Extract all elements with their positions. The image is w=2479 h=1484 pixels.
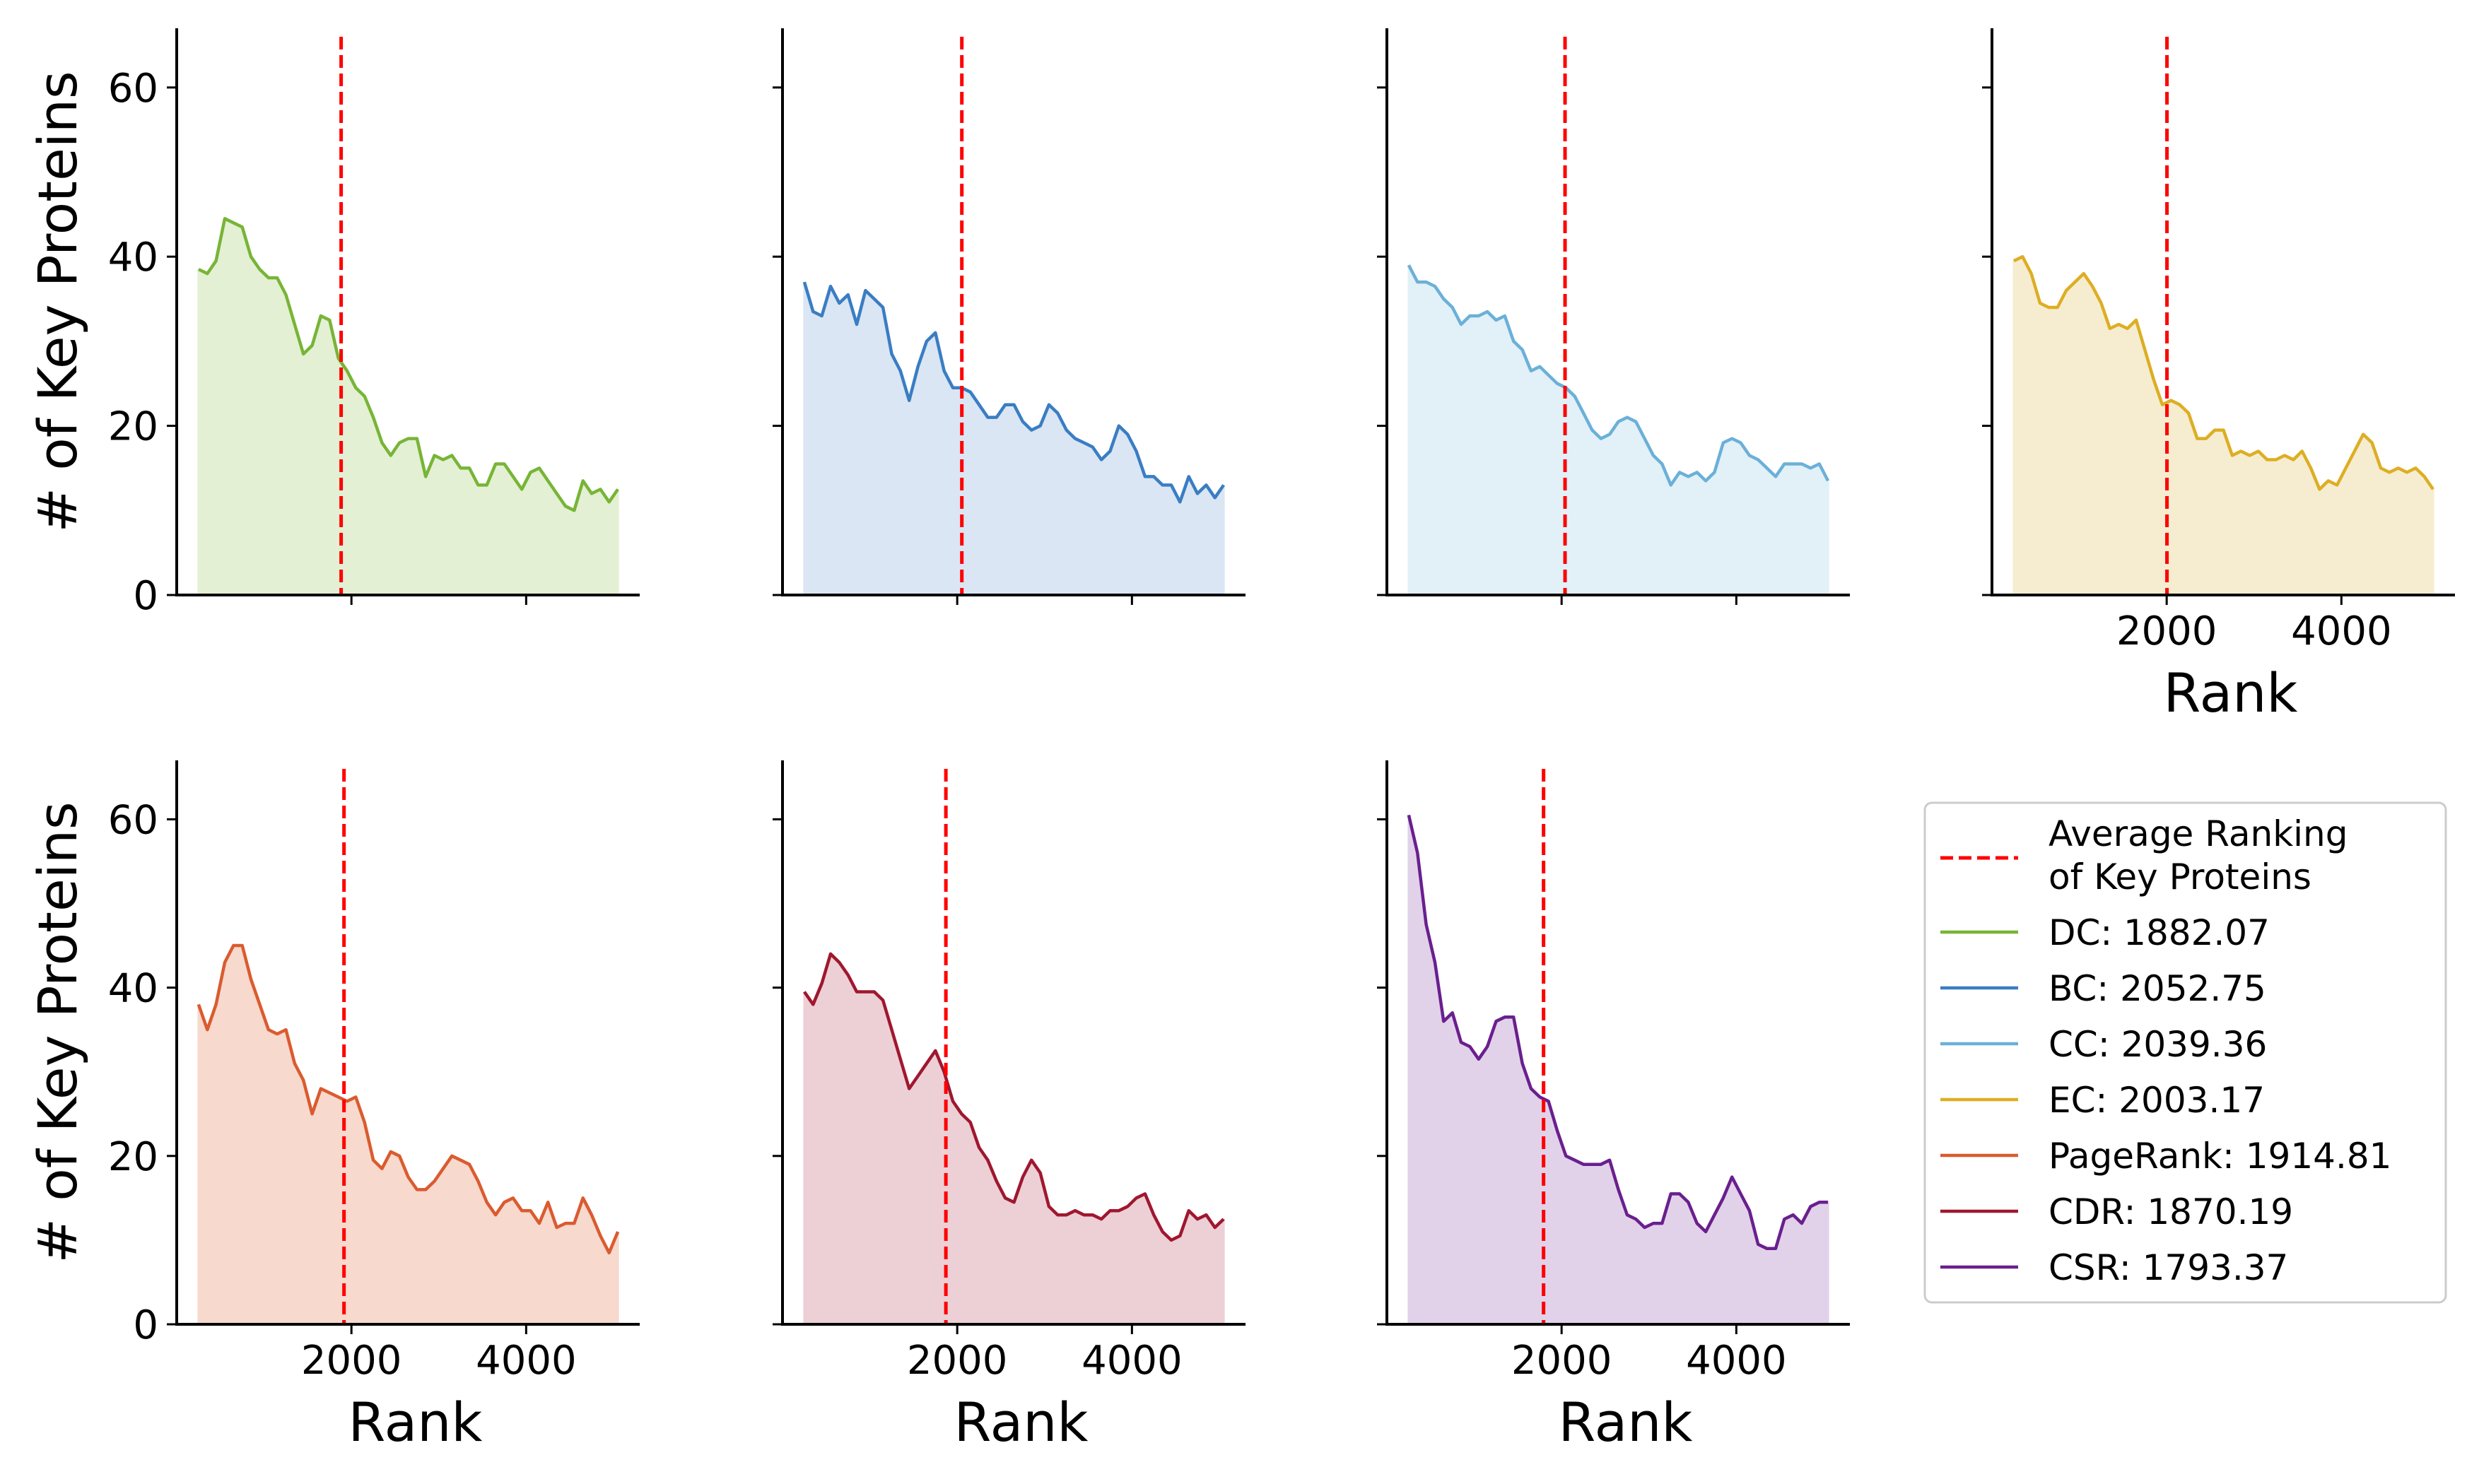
series-line-ec	[2012, 254, 2434, 491]
legend-label-cdr: CDR: 1870.19	[2049, 1191, 2293, 1232]
y-tick-label: 40	[108, 966, 158, 1012]
legend-label-average: Average Ranking of Key Proteins	[2049, 813, 2348, 897]
series-line-pagerank	[197, 943, 620, 1255]
series-line-cdr	[803, 952, 1225, 1242]
area-fill-cc	[1408, 265, 1829, 595]
x-axis-label: Rank	[348, 1391, 483, 1454]
panel-csr: 2000 4000 Rank	[1377, 760, 1850, 1454]
area-fill-pagerank	[198, 946, 619, 1324]
x-tick-label: 2000	[1511, 1338, 1612, 1384]
area-fill-dc	[198, 218, 619, 595]
panel-pagerank: 0 20 40 60 2000 4000 Rank # of Key Proteins	[26, 760, 640, 1454]
x-tick-label: 4000	[2291, 608, 2392, 654]
x-axis-label: Rank	[1559, 1391, 1693, 1454]
area-fill-csr	[1408, 815, 1829, 1324]
legend-label-cc: CC: 2039.36	[2049, 1024, 2267, 1065]
y-tick-label: 0	[133, 1302, 158, 1348]
x-axis-label: Rank	[2164, 661, 2298, 724]
area-fill-ec	[2013, 257, 2434, 595]
series-line-dc	[197, 217, 619, 512]
panel-ec: 2000 4000 Rank	[1982, 28, 2455, 724]
y-tick-label: 40	[108, 235, 158, 281]
panel-cdr: 2000 4000 Rank	[773, 760, 1246, 1454]
area-fill-cdr	[804, 953, 1224, 1324]
x-tick-label: 2000	[2116, 608, 2217, 654]
x-tick-label: 4000	[1686, 1338, 1787, 1384]
x-tick-label: 2000	[301, 1338, 402, 1384]
legend-label-bc: BC: 2052.75	[2049, 968, 2266, 1009]
y-axis-label: # of Key Proteins	[26, 71, 89, 532]
panel-dc: 0 20 40 60 # of Key Proteins	[26, 28, 640, 619]
y-tick-label: 20	[108, 404, 158, 450]
panel-bc	[773, 28, 1246, 605]
y-tick-label: 60	[108, 66, 158, 112]
series-line-csr	[1407, 814, 1829, 1251]
y-tick-label: 20	[108, 1134, 158, 1180]
legend-label-pagerank: PageRank: 1914.81	[2049, 1136, 2391, 1177]
x-tick-label: 4000	[476, 1338, 577, 1384]
x-tick-label: 2000	[907, 1338, 1008, 1384]
y-tick-label: 60	[108, 797, 158, 843]
legend-label-csr: CSR: 1793.37	[2049, 1247, 2288, 1288]
panel-cc	[1377, 28, 1850, 605]
x-tick-label: 4000	[1082, 1338, 1183, 1384]
legend-box	[1923, 801, 2447, 1304]
y-tick-label: 0	[133, 573, 158, 619]
x-axis-label: Rank	[954, 1391, 1089, 1454]
y-axis-label: # of Key Proteins	[26, 801, 89, 1263]
series-line-bc	[802, 281, 1225, 504]
area-fill-bc	[804, 282, 1224, 595]
legend: Average Ranking of Key Proteins DC: 1882.0…	[1923, 801, 2447, 1304]
legend-label-ec: EC: 2003.17	[2049, 1080, 2265, 1121]
legend-label-dc: DC: 1882.07	[2049, 912, 2270, 953]
series-line-cc	[1407, 264, 1830, 487]
